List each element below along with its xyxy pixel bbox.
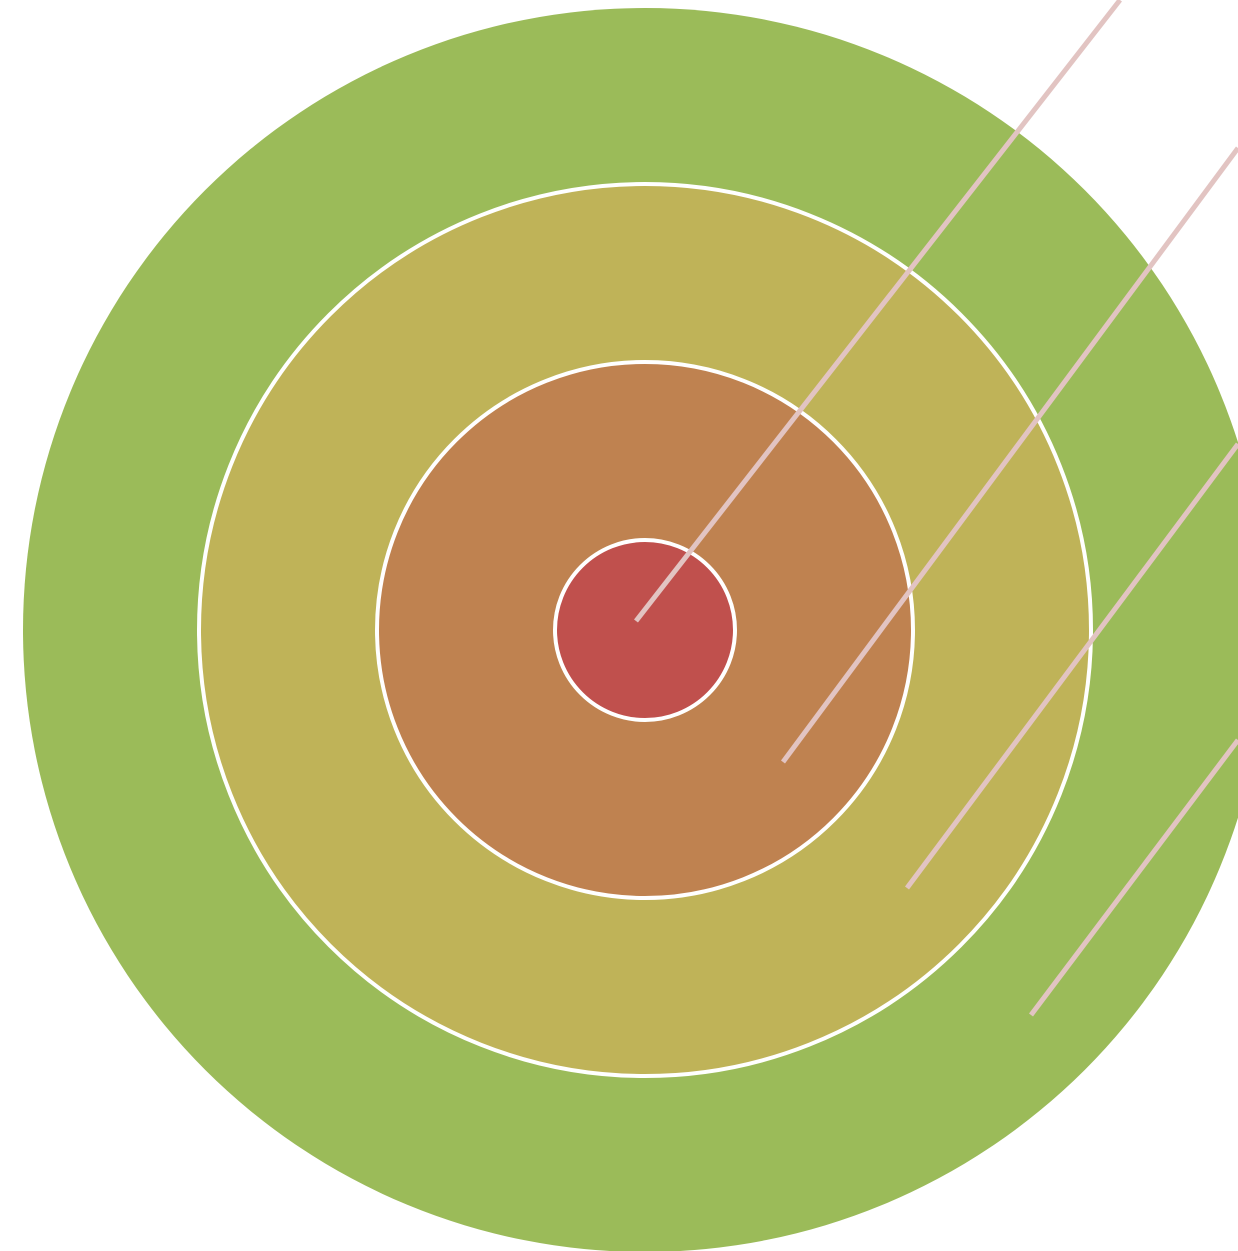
center-ring <box>553 538 737 722</box>
leader-line-outer <box>1029 738 1238 1017</box>
leader-line-center <box>634 0 1122 623</box>
leader-line-second <box>904 442 1238 890</box>
leader-line-third <box>780 146 1238 764</box>
